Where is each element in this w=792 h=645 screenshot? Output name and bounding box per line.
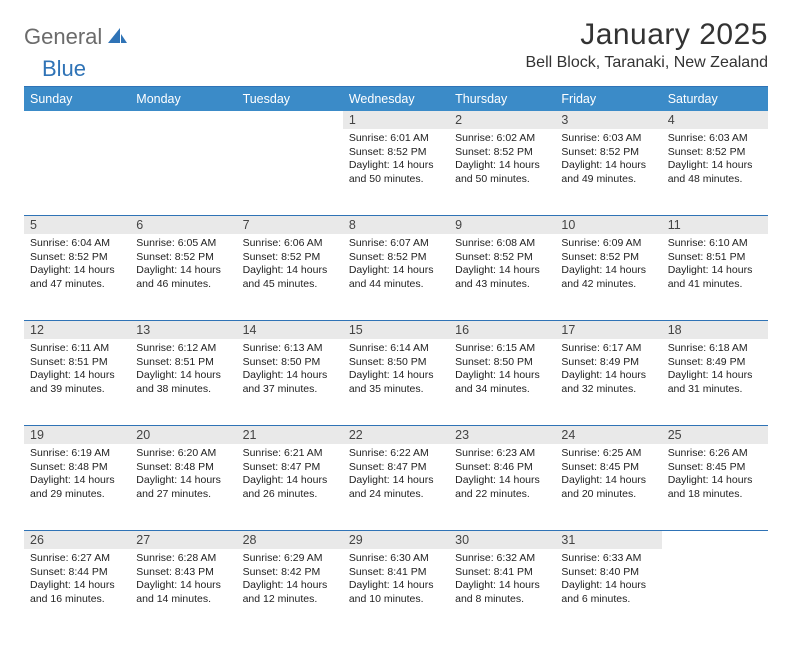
- weekday-header-row: Sunday Monday Tuesday Wednesday Thursday…: [24, 87, 768, 111]
- details-row: Sunrise: 6:01 AMSunset: 8:52 PMDaylight:…: [24, 129, 768, 215]
- day-details-cell: [237, 129, 343, 215]
- weekday-header: Sunday: [24, 87, 130, 111]
- daynum-row: 12131415161718: [24, 320, 768, 339]
- day-number-cell: 24: [555, 425, 661, 444]
- day-details-cell: Sunrise: 6:10 AMSunset: 8:51 PMDaylight:…: [662, 234, 768, 320]
- daynum-row: 1234: [24, 111, 768, 129]
- day-number-cell: 11: [662, 215, 768, 234]
- month-title: January 2025: [526, 18, 769, 52]
- day-number-cell: 7: [237, 215, 343, 234]
- day-number-cell: 27: [130, 530, 236, 549]
- day-details-cell: Sunrise: 6:02 AMSunset: 8:52 PMDaylight:…: [449, 129, 555, 215]
- details-row: Sunrise: 6:04 AMSunset: 8:52 PMDaylight:…: [24, 234, 768, 320]
- day-number-cell: 12: [24, 320, 130, 339]
- day-number-cell: [237, 111, 343, 129]
- day-details-cell: Sunrise: 6:22 AMSunset: 8:47 PMDaylight:…: [343, 444, 449, 530]
- brand-logo: General: [24, 24, 130, 50]
- day-details-cell: Sunrise: 6:25 AMSunset: 8:45 PMDaylight:…: [555, 444, 661, 530]
- day-details-cell: Sunrise: 6:15 AMSunset: 8:50 PMDaylight:…: [449, 339, 555, 425]
- day-details-cell: Sunrise: 6:07 AMSunset: 8:52 PMDaylight:…: [343, 234, 449, 320]
- day-details-cell: Sunrise: 6:03 AMSunset: 8:52 PMDaylight:…: [555, 129, 661, 215]
- day-details-cell: Sunrise: 6:08 AMSunset: 8:52 PMDaylight:…: [449, 234, 555, 320]
- day-number-cell: [130, 111, 236, 129]
- day-details-cell: Sunrise: 6:06 AMSunset: 8:52 PMDaylight:…: [237, 234, 343, 320]
- brand-prefix: General: [24, 24, 102, 50]
- day-details-cell: [24, 129, 130, 215]
- daynum-row: 19202122232425: [24, 425, 768, 444]
- location-text: Bell Block, Taranaki, New Zealand: [526, 54, 769, 72]
- day-details-cell: [130, 129, 236, 215]
- day-details-cell: Sunrise: 6:01 AMSunset: 8:52 PMDaylight:…: [343, 129, 449, 215]
- day-details-cell: Sunrise: 6:26 AMSunset: 8:45 PMDaylight:…: [662, 444, 768, 530]
- day-details-cell: Sunrise: 6:09 AMSunset: 8:52 PMDaylight:…: [555, 234, 661, 320]
- day-details-cell: Sunrise: 6:23 AMSunset: 8:46 PMDaylight:…: [449, 444, 555, 530]
- day-number-cell: 30: [449, 530, 555, 549]
- day-number-cell: 18: [662, 320, 768, 339]
- day-number-cell: 9: [449, 215, 555, 234]
- day-details-cell: Sunrise: 6:33 AMSunset: 8:40 PMDaylight:…: [555, 549, 661, 635]
- day-details-cell: Sunrise: 6:18 AMSunset: 8:49 PMDaylight:…: [662, 339, 768, 425]
- day-number-cell: 28: [237, 530, 343, 549]
- day-details-cell: Sunrise: 6:03 AMSunset: 8:52 PMDaylight:…: [662, 129, 768, 215]
- day-details-cell: Sunrise: 6:12 AMSunset: 8:51 PMDaylight:…: [130, 339, 236, 425]
- day-number-cell: 13: [130, 320, 236, 339]
- calendar-body: 1234Sunrise: 6:01 AMSunset: 8:52 PMDayli…: [24, 111, 768, 635]
- daynum-row: 567891011: [24, 215, 768, 234]
- day-number-cell: 19: [24, 425, 130, 444]
- weekday-header: Wednesday: [343, 87, 449, 111]
- day-number-cell: 25: [662, 425, 768, 444]
- brand-suffix: Blue: [42, 56, 86, 82]
- day-number-cell: 16: [449, 320, 555, 339]
- day-details-cell: Sunrise: 6:14 AMSunset: 8:50 PMDaylight:…: [343, 339, 449, 425]
- brand-sail-icon: [106, 25, 128, 50]
- day-number-cell: 23: [449, 425, 555, 444]
- weekday-header: Tuesday: [237, 87, 343, 111]
- day-details-cell: Sunrise: 6:21 AMSunset: 8:47 PMDaylight:…: [237, 444, 343, 530]
- day-details-cell: Sunrise: 6:05 AMSunset: 8:52 PMDaylight:…: [130, 234, 236, 320]
- day-number-cell: 17: [555, 320, 661, 339]
- day-number-cell: 5: [24, 215, 130, 234]
- day-number-cell: 8: [343, 215, 449, 234]
- day-number-cell: 4: [662, 111, 768, 129]
- calendar-table: Sunday Monday Tuesday Wednesday Thursday…: [24, 87, 768, 635]
- weekday-header: Friday: [555, 87, 661, 111]
- day-number-cell: [24, 111, 130, 129]
- title-block: January 2025 Bell Block, Taranaki, New Z…: [526, 18, 769, 72]
- day-number-cell: 14: [237, 320, 343, 339]
- day-details-cell: Sunrise: 6:28 AMSunset: 8:43 PMDaylight:…: [130, 549, 236, 635]
- details-row: Sunrise: 6:19 AMSunset: 8:48 PMDaylight:…: [24, 444, 768, 530]
- day-details-cell: Sunrise: 6:30 AMSunset: 8:41 PMDaylight:…: [343, 549, 449, 635]
- details-row: Sunrise: 6:11 AMSunset: 8:51 PMDaylight:…: [24, 339, 768, 425]
- day-details-cell: Sunrise: 6:32 AMSunset: 8:41 PMDaylight:…: [449, 549, 555, 635]
- daynum-row: 262728293031: [24, 530, 768, 549]
- day-details-cell: Sunrise: 6:17 AMSunset: 8:49 PMDaylight:…: [555, 339, 661, 425]
- day-number-cell: 31: [555, 530, 661, 549]
- day-number-cell: 2: [449, 111, 555, 129]
- day-number-cell: 15: [343, 320, 449, 339]
- day-number-cell: 20: [130, 425, 236, 444]
- day-number-cell: 22: [343, 425, 449, 444]
- day-number-cell: 29: [343, 530, 449, 549]
- weekday-header: Saturday: [662, 87, 768, 111]
- day-details-cell: Sunrise: 6:19 AMSunset: 8:48 PMDaylight:…: [24, 444, 130, 530]
- day-number-cell: 10: [555, 215, 661, 234]
- day-number-cell: [662, 530, 768, 549]
- day-details-cell: Sunrise: 6:20 AMSunset: 8:48 PMDaylight:…: [130, 444, 236, 530]
- day-number-cell: 26: [24, 530, 130, 549]
- calendar-document: General January 2025 Bell Block, Taranak…: [0, 0, 792, 645]
- day-details-cell: Sunrise: 6:27 AMSunset: 8:44 PMDaylight:…: [24, 549, 130, 635]
- day-details-cell: Sunrise: 6:29 AMSunset: 8:42 PMDaylight:…: [237, 549, 343, 635]
- weekday-header: Thursday: [449, 87, 555, 111]
- day-number-cell: 1: [343, 111, 449, 129]
- weekday-header: Monday: [130, 87, 236, 111]
- day-number-cell: 6: [130, 215, 236, 234]
- day-details-cell: Sunrise: 6:04 AMSunset: 8:52 PMDaylight:…: [24, 234, 130, 320]
- day-details-cell: Sunrise: 6:13 AMSunset: 8:50 PMDaylight:…: [237, 339, 343, 425]
- day-details-cell: Sunrise: 6:11 AMSunset: 8:51 PMDaylight:…: [24, 339, 130, 425]
- details-row: Sunrise: 6:27 AMSunset: 8:44 PMDaylight:…: [24, 549, 768, 635]
- day-number-cell: 3: [555, 111, 661, 129]
- day-number-cell: 21: [237, 425, 343, 444]
- day-details-cell: [662, 549, 768, 635]
